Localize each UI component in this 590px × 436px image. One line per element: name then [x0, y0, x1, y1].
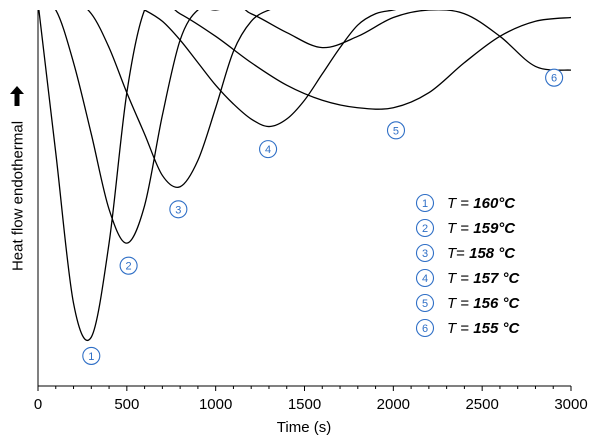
legend-marker-1-circle	[415, 193, 435, 213]
curve-marker-2-number: 2	[126, 261, 132, 273]
series-3-line	[87, 10, 271, 188]
legend-marker-3-number: 3	[422, 248, 428, 260]
legend-marker-5-circle	[415, 293, 435, 313]
curve-marker-3-circle	[169, 200, 188, 219]
legend-marker-2-number: 2	[422, 223, 428, 235]
legend-entry-2: T = 159°C	[447, 220, 516, 237]
legend-marker-3: 3	[415, 243, 435, 263]
x-tick-label: 2000	[377, 396, 410, 413]
x-tick-label: 1500	[288, 396, 321, 413]
series-layer	[38, 10, 571, 342]
legend-marker-4: 4	[415, 268, 435, 288]
curve-marker-5-circle	[386, 121, 406, 140]
curve-marker-4: 4	[259, 140, 278, 159]
series-1-line	[38, 10, 146, 342]
legend-marker-5: 5	[415, 293, 435, 313]
y-axis-title-area: Heat flow endothermal	[0, 0, 36, 392]
series-5-line	[174, 10, 571, 110]
legend-marker-6-circle	[415, 318, 435, 338]
curve-marker-3-number: 3	[175, 204, 181, 216]
curve-marker-3: 3	[169, 200, 188, 219]
curve-marker-6: 6	[545, 68, 564, 87]
legend-marker-2: 2	[415, 218, 435, 238]
legend-entry-1: T = 160°C	[447, 195, 516, 212]
curve-marker-4-circle	[259, 140, 278, 159]
legend-marker-1-number: 1	[422, 198, 428, 210]
legend-entry-6: T = 155 °C	[447, 320, 520, 337]
curve-marker-6-circle	[545, 68, 564, 87]
series-2-line	[54, 10, 221, 244]
legend-marker-4-number: 4	[422, 273, 428, 285]
arrow-up-icon	[10, 86, 24, 106]
legend-entry-5: T = 156 °C	[447, 295, 520, 312]
axes-layer: 0 500 1000 1500 2000 2500 3000	[34, 10, 588, 413]
curve-marker-1: 1	[82, 346, 101, 365]
legend-marker-3-circle	[415, 243, 435, 263]
legend-marker-5-number: 5	[422, 298, 428, 310]
curve-marker-5: 5	[386, 121, 406, 140]
curve-marker-5-number: 5	[393, 125, 399, 137]
curve-marker-6-number: 6	[551, 73, 557, 85]
legend-entry-3: T= 158 °C	[447, 245, 516, 262]
curve-marker-2: 2	[119, 256, 138, 275]
series-6-line	[244, 10, 571, 71]
x-tick-label: 3000	[554, 396, 587, 413]
curve-marker-1-circle	[82, 346, 101, 365]
series-4-line	[143, 10, 397, 128]
x-tick-label: 500	[114, 396, 139, 413]
legend: 1 T = 160°C 2 T = 159°C 3 T= 158 °C 4 T = 157 °…	[415, 193, 520, 338]
curve-marker-4-number: 4	[265, 144, 271, 156]
x-tick-label: 1000	[199, 396, 232, 413]
x-tick-label: 2500	[465, 396, 498, 413]
legend-marker-6: 6	[415, 318, 435, 338]
legend-marker-6-number: 6	[422, 323, 428, 335]
legend-marker-2-circle	[415, 218, 435, 238]
x-axis-title: Time (s)	[277, 419, 331, 436]
marker-layer: 1 2 3 4 5 6	[82, 68, 564, 365]
x-tick-label: 0	[34, 396, 42, 413]
legend-entry-4: T = 157 °C	[447, 270, 520, 287]
legend-marker-4-circle	[415, 268, 435, 288]
curve-marker-2-circle	[119, 256, 138, 275]
curve-marker-1-number: 1	[88, 351, 94, 363]
legend-marker-1: 1	[415, 193, 435, 213]
